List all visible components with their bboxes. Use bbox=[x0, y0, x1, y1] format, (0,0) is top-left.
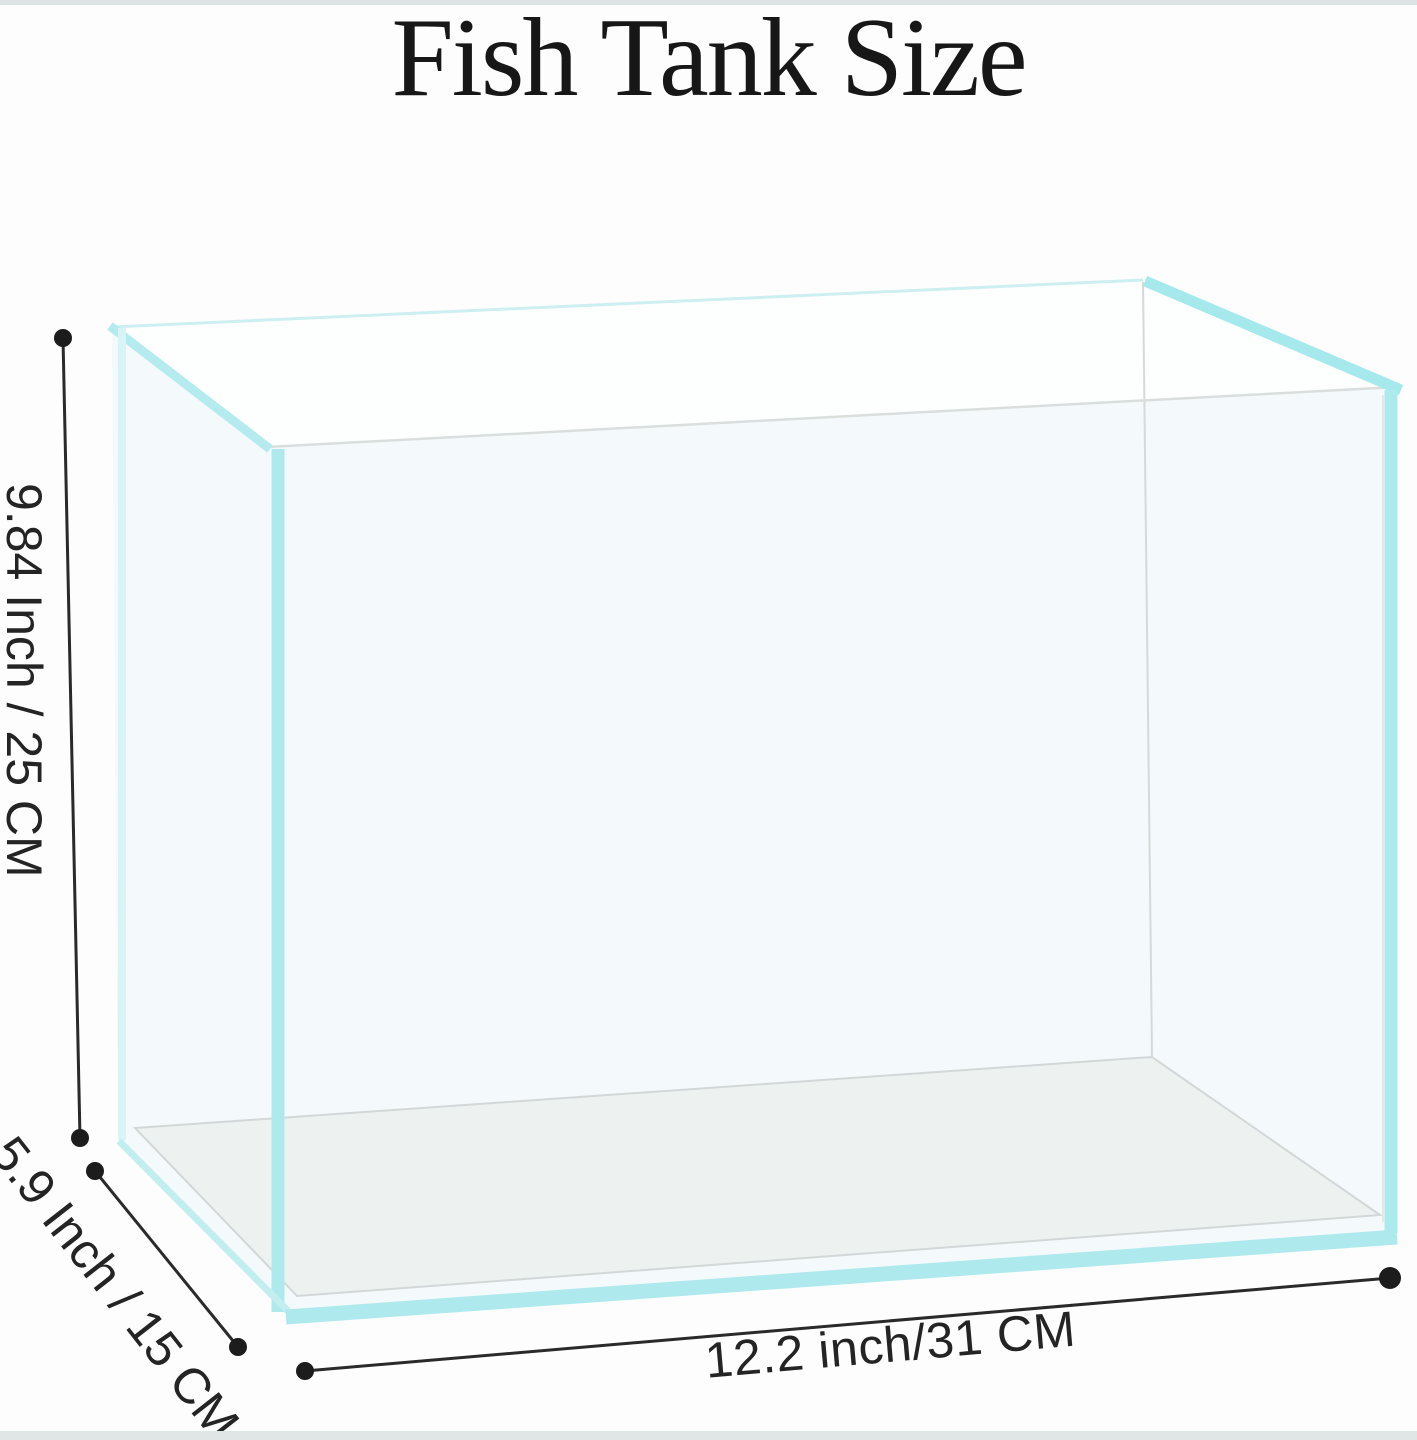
dimension-endpoint-dot bbox=[296, 1362, 314, 1380]
height-dimension-label: 9.84 Inch / 25 CM bbox=[0, 483, 52, 878]
bottom-border-strip bbox=[0, 1431, 1417, 1440]
tank-top-left-edge bbox=[107, 322, 273, 453]
dimension-endpoint-dot bbox=[54, 329, 72, 347]
tank-top-face bbox=[112, 280, 1397, 447]
tank-back-right-edge bbox=[1142, 281, 1153, 1057]
tank-left-pane bbox=[112, 327, 285, 1311]
page-title: Fish Tank Size bbox=[391, 0, 1027, 120]
width-dimension-line bbox=[304, 1276, 1391, 1373]
tank-back-top-rim bbox=[111, 278, 1144, 329]
tank-top-right-edge bbox=[1142, 275, 1404, 396]
tank-bottom-front-edge bbox=[285, 1229, 1398, 1325]
tank-floor bbox=[132, 1055, 1383, 1298]
dimension-endpoint-dot bbox=[86, 1162, 104, 1180]
tank-bottom-left-edge bbox=[116, 1138, 291, 1314]
top-border-strip bbox=[0, 0, 1417, 5]
dimension-endpoint-dot bbox=[229, 1338, 247, 1356]
height-dimension-line bbox=[61, 337, 82, 1139]
tank-front-top-rim bbox=[266, 385, 1398, 449]
dimension-endpoint-dot bbox=[71, 1129, 89, 1147]
depth-dimension-line bbox=[93, 1170, 240, 1348]
dimension-endpoint-dot bbox=[1379, 1267, 1401, 1289]
